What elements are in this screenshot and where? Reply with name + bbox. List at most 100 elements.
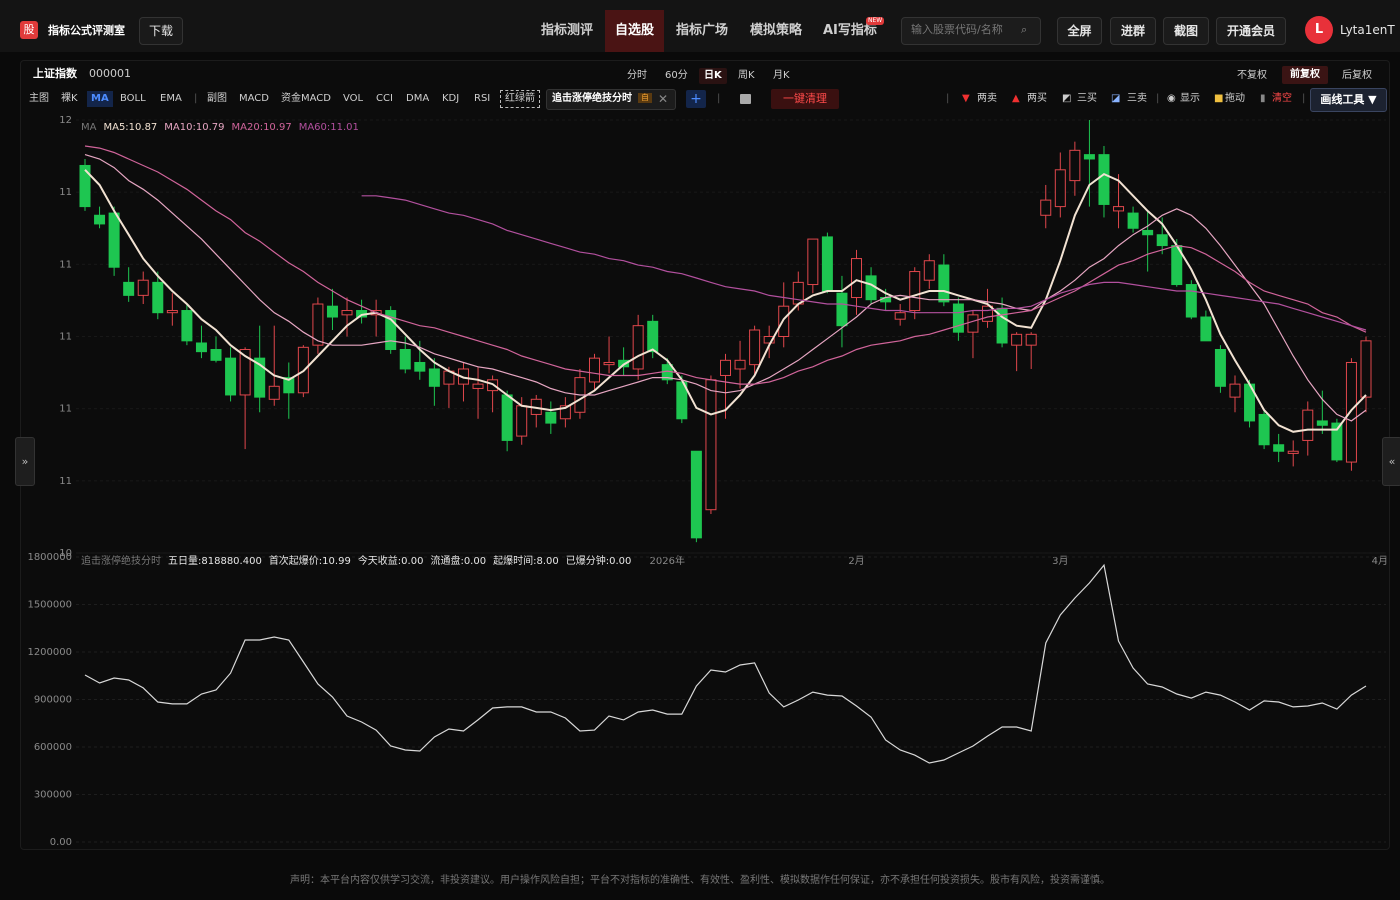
candle-body (268, 385, 280, 400)
separator: | (717, 93, 721, 104)
adjust-active[interactable]: 前复权 (1282, 66, 1328, 84)
y-tick-label: 11 (59, 332, 72, 343)
header-button[interactable]: 全屏 (1057, 17, 1102, 45)
sub-indicator[interactable]: VOL (343, 93, 364, 104)
nav-item[interactable]: 指标测评 (541, 23, 594, 38)
separator: | (946, 93, 950, 104)
main-indicator-active[interactable]: MA (87, 91, 113, 107)
candle-body (210, 348, 222, 361)
candle-body (94, 214, 106, 225)
ma-line (84, 154, 1367, 422)
period[interactable]: 60分 (665, 70, 688, 81)
candle-body (938, 264, 950, 303)
sub-indicator[interactable]: KDJ (442, 93, 460, 104)
nav-item-active[interactable]: 自选股 (605, 10, 665, 52)
search-icon[interactable]: ⌕ (1021, 23, 1028, 36)
main-indicator[interactable]: EMA (160, 93, 182, 104)
candle-body (1273, 444, 1285, 452)
sub-label: 副图 (207, 93, 227, 104)
candle-body (749, 329, 761, 366)
username[interactable]: Lyta1enT (1340, 23, 1395, 37)
period-active[interactable]: 日K (699, 68, 727, 84)
candle-body (1185, 284, 1197, 318)
candle-body (123, 281, 135, 296)
main-indicator[interactable]: 裸K (61, 93, 78, 104)
candle-body (1316, 420, 1328, 426)
candle-body (1113, 206, 1125, 212)
signal[interactable]: 两买 (1027, 93, 1047, 104)
period[interactable]: 周K (738, 70, 755, 81)
sub-stat: 起爆时间:8.00 (493, 556, 559, 567)
candle-body (1040, 199, 1052, 216)
y-tick-label: 1800000 (27, 552, 72, 563)
legend-entry: MA60:11.01 (298, 122, 359, 133)
new-badge: NEW (866, 17, 885, 25)
y-tick-label: 10 (59, 548, 72, 559)
candle-body (152, 281, 164, 314)
search-box[interactable] (901, 17, 1041, 45)
candle-body (225, 357, 237, 396)
period[interactable]: 分时 (627, 70, 647, 81)
sub-indicator[interactable]: MACD (239, 93, 269, 104)
signal[interactable]: 三买 (1077, 93, 1097, 104)
sub-indicator[interactable]: DMA (406, 93, 430, 104)
candle-body (428, 368, 440, 387)
legend-entry: MA5:10.87 (103, 122, 158, 133)
expand-right[interactable]: « (1382, 437, 1400, 486)
header-button[interactable]: 开通会员 (1216, 17, 1286, 45)
candle-body (1360, 340, 1372, 398)
signal[interactable]: 三卖 (1127, 93, 1147, 104)
candle-body (79, 164, 91, 208)
chart-panel (20, 60, 1390, 850)
download-button[interactable]: 下载 (139, 17, 183, 45)
ma-line (84, 145, 1367, 385)
site-title[interactable]: 指标公式评测室 (48, 24, 125, 37)
legend-label: MA (81, 122, 97, 133)
candle-body (1069, 149, 1081, 182)
ma-line (84, 169, 1367, 433)
add-button[interactable]: + (686, 90, 706, 108)
separator: | (1302, 93, 1306, 104)
tool[interactable]: 清空 (1272, 93, 1292, 104)
candle-body (982, 305, 994, 322)
candle-body (1156, 234, 1168, 247)
period[interactable]: 月K (773, 70, 790, 81)
clear-button[interactable]: 一键清理 (771, 89, 839, 109)
main-indicator[interactable]: BOLL (120, 93, 146, 104)
nav-item[interactable]: AI写指标 (823, 23, 877, 38)
adjust[interactable]: 不复权 (1237, 70, 1267, 81)
candle-body (1331, 422, 1343, 461)
signal[interactable]: 两卖 (977, 93, 997, 104)
sub-indicator[interactable]: CCI (376, 93, 393, 104)
candle-body (399, 348, 411, 370)
avatar[interactable]: L (1305, 16, 1333, 44)
trash-icon: ▮ (1260, 93, 1266, 104)
main-label: 主图 (29, 93, 49, 104)
x-tick-label: 3月 (1052, 555, 1068, 567)
sub-stat: 流通盘:0.00 (430, 556, 487, 567)
active-indicator[interactable]: 追击涨停绝技分时 (552, 93, 632, 104)
legend-entry: MA10:10.79 (164, 122, 225, 133)
candle-body (1258, 413, 1270, 446)
remove-icon[interactable]: ✕ (658, 92, 669, 106)
header-button[interactable]: 进群 (1110, 17, 1156, 45)
save-icon[interactable] (740, 94, 751, 104)
draw-tools-button[interactable]: 画线工具 ▼ (1310, 88, 1387, 112)
y-tick-label: 0.00 (50, 837, 72, 848)
expand-left[interactable]: » (15, 437, 35, 486)
disclaimer: 声明：本平台内容仅供学习交流，非投资建议。用户操作风险自担；平台不对指标的准确性… (290, 875, 1110, 886)
tool[interactable]: 显示 (1180, 93, 1200, 104)
custom-indicator[interactable]: 红绿箭 (500, 90, 540, 108)
tool[interactable]: 拖动 (1225, 93, 1245, 104)
sub-indicator[interactable]: RSI (474, 93, 491, 104)
y-tick-label: 1500000 (27, 600, 72, 611)
ma-line (361, 195, 1367, 331)
sub-indicator[interactable]: 资金MACD (281, 93, 331, 104)
nav-item[interactable]: 指标广场 (676, 23, 729, 38)
nav-item[interactable]: 模拟策略 (750, 23, 803, 38)
candle-body (1214, 348, 1226, 387)
adjust[interactable]: 后复权 (1342, 70, 1372, 81)
header-button[interactable]: 截图 (1163, 17, 1209, 45)
logo[interactable]: 股 (20, 21, 38, 39)
